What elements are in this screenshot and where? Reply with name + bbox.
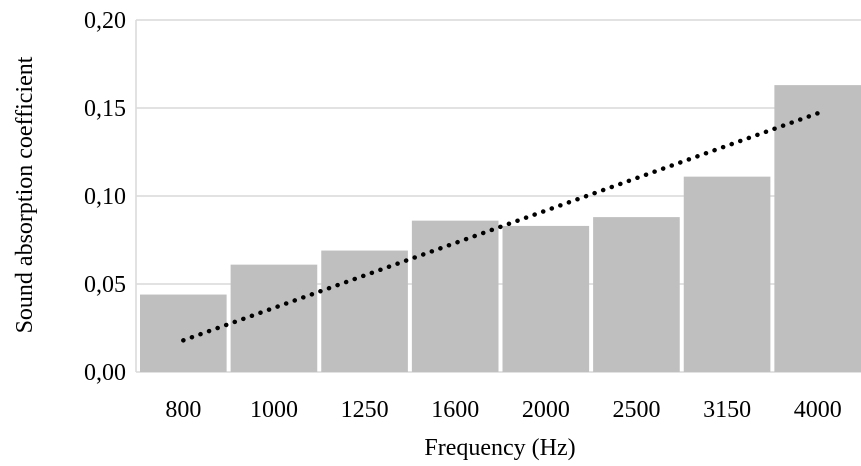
- y-tick-label: 0,05: [84, 272, 126, 298]
- bar-1600: [411, 220, 499, 372]
- x-tick-label: 800: [165, 397, 201, 423]
- x-tick-label: 2500: [612, 397, 660, 423]
- bar-800: [140, 294, 227, 372]
- y-axis-title: Sound absorption coefficient: [12, 56, 38, 333]
- x-tick-label: 2000: [522, 397, 570, 423]
- trendline: [181, 111, 820, 343]
- bar-2000: [502, 225, 590, 372]
- bar-2500: [593, 217, 680, 372]
- x-tick-label: 1000: [250, 397, 298, 423]
- y-tick-label: 0,10: [84, 184, 126, 210]
- bar-3150: [683, 176, 771, 372]
- x-tick-label: 4000: [794, 397, 842, 423]
- bars: [140, 85, 861, 373]
- y-tick-label: 0,15: [84, 96, 126, 122]
- bar-4000: [774, 85, 861, 373]
- x-tick-label: 1250: [341, 397, 389, 423]
- bar-1250: [321, 250, 408, 372]
- y-tick-label: 0,00: [84, 360, 126, 386]
- x-tick-label: 3150: [703, 397, 751, 423]
- y-tick-label: 0,20: [84, 8, 126, 34]
- x-tick-label: 1600: [431, 397, 479, 423]
- y-tick-labels: 0,00 0,05 0,10 0,15 0,20: [84, 8, 126, 386]
- x-axis-title: Frequency (Hz): [424, 435, 575, 461]
- x-tick-labels: 800 1000 1250 1600 2000 2500 3150 4000: [165, 397, 841, 423]
- trendline-group: [181, 111, 820, 343]
